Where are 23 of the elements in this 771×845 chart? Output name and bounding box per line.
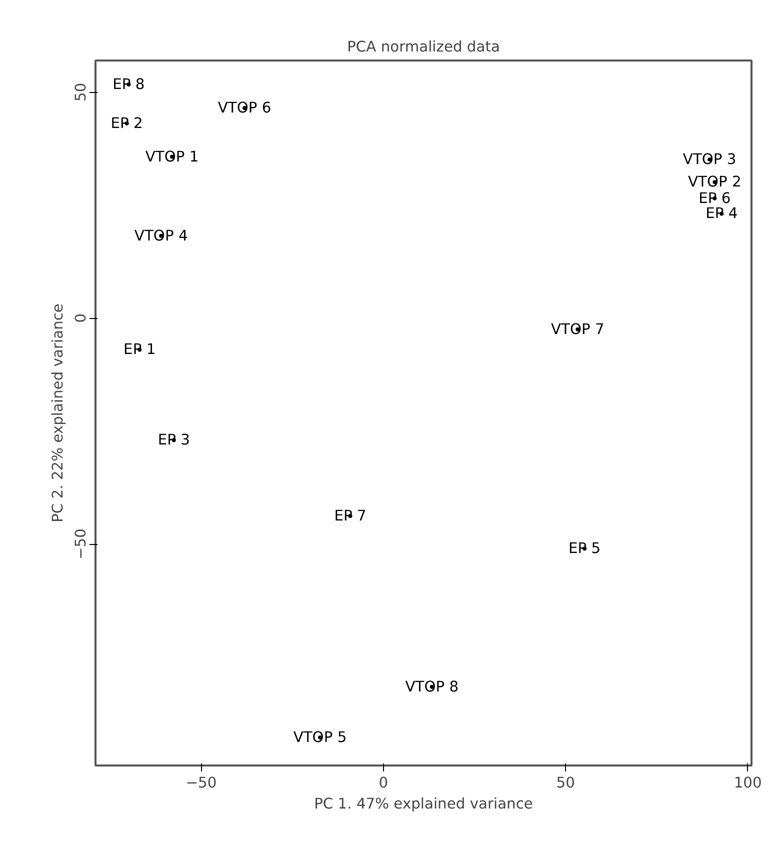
annotation: EP 3	[158, 432, 190, 449]
annotation: EP 5	[568, 540, 601, 558]
x-tick-label: 0	[378, 774, 388, 792]
x-tick-label: 50	[556, 774, 575, 792]
annotation: VTOP 7	[550, 320, 604, 338]
chart-title: PCA normalized data	[347, 38, 500, 56]
annotation: VTOP 5	[293, 728, 347, 746]
annotation: EP 4	[706, 205, 738, 222]
annotation: VTOP 4	[134, 227, 188, 244]
annotation: VTOP 8	[405, 678, 459, 696]
annotation: VTOP 1	[145, 148, 199, 166]
y-axis-title: PC 2. 22% explained variance	[50, 304, 66, 522]
annotation: VTOP 3	[682, 150, 736, 168]
annotation: VTOP 6	[218, 99, 272, 116]
x-axis-title: PC 1. 47% explained variance	[314, 796, 533, 812]
annotation: EP 7	[334, 508, 366, 525]
x-tick-label: 100	[734, 774, 762, 792]
annotation: VTOP 2	[688, 174, 742, 191]
annotation: EP 1	[124, 341, 156, 358]
y-tick-label: 0	[72, 313, 90, 323]
y-tick-label: −50	[72, 528, 90, 560]
x-tick-label: −50	[186, 774, 217, 792]
y-tick-label: 50	[72, 82, 90, 102]
